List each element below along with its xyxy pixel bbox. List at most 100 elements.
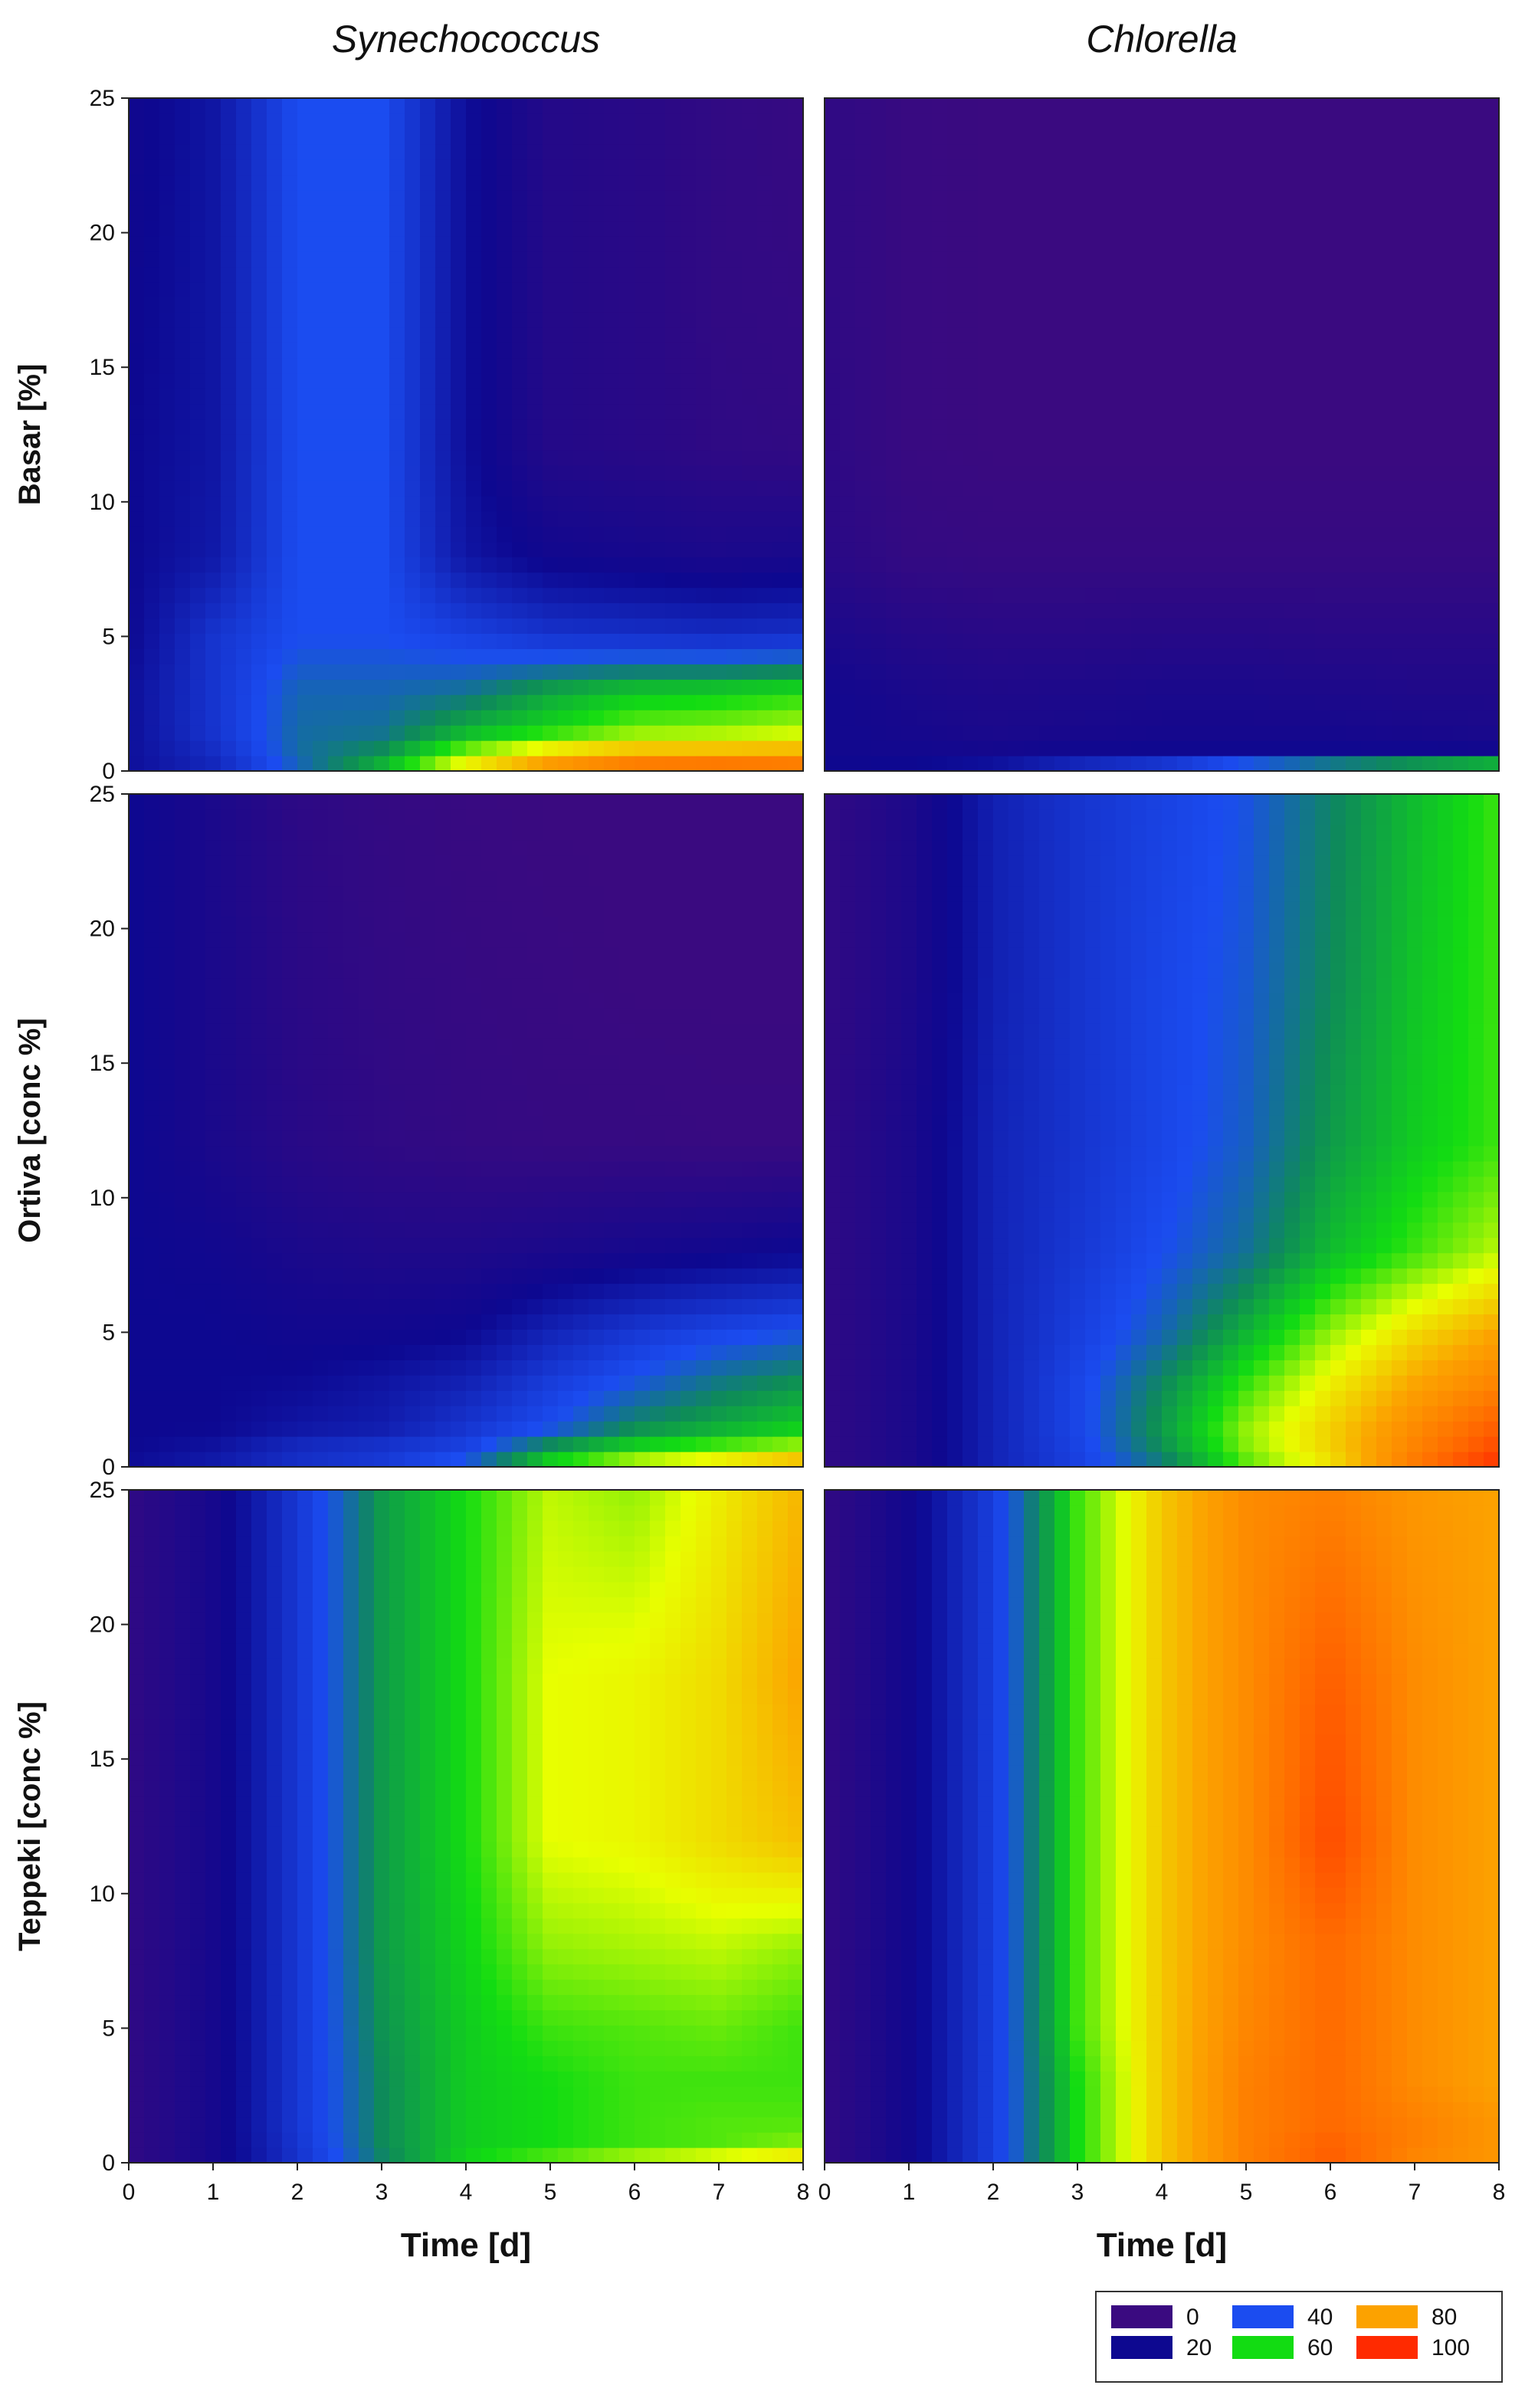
heatmap-cell: [993, 174, 1009, 191]
heatmap-cell: [466, 404, 482, 420]
heatmap-cell: [451, 1038, 467, 1055]
heatmap-cell: [435, 1038, 451, 1055]
heatmap-cell: [1361, 251, 1377, 267]
heatmap-cell: [696, 327, 712, 343]
heatmap-cell: [1162, 587, 1178, 604]
heatmap-cell: [175, 855, 191, 871]
heatmap-cell: [328, 435, 344, 451]
heatmap-cell: [190, 710, 206, 726]
heatmap-cell: [1468, 464, 1484, 481]
heatmap-cell: [1177, 648, 1193, 664]
heatmap-cell: [619, 464, 635, 481]
heatmap-cell: [297, 1038, 313, 1055]
heatmap-cell: [1254, 602, 1270, 619]
heatmap-cell: [650, 679, 666, 695]
heatmap-cell: [1162, 449, 1178, 466]
heatmap-cell: [251, 312, 267, 328]
heatmap-cell: [1468, 143, 1484, 160]
heatmap-cell: [1054, 281, 1071, 297]
heatmap-cell: [451, 1008, 467, 1024]
heatmap-cell: [1223, 358, 1239, 374]
heatmap-cell: [420, 870, 436, 887]
heatmap-cell: [1177, 556, 1193, 573]
heatmap-cell: [650, 449, 666, 466]
heatmap-cell: [1100, 526, 1117, 543]
heatmap-cell: [144, 1023, 160, 1039]
heatmap-cell: [650, 128, 666, 145]
heatmap-cell: [757, 419, 773, 435]
heatmap-cell: [1070, 327, 1086, 343]
heatmap-cell: [1300, 373, 1316, 389]
heatmap-cell: [1315, 251, 1331, 267]
heatmap-cell: [1192, 297, 1209, 313]
heatmap-cell: [1177, 756, 1193, 772]
heatmap-cell: [144, 694, 160, 710]
heatmap-cell: [267, 901, 283, 917]
heatmap-cell: [405, 435, 421, 451]
heatmap-cell: [205, 1344, 221, 1360]
heatmap-cell: [635, 449, 651, 466]
heatmap-cell: [1192, 725, 1209, 741]
heatmap-cell: [190, 1344, 206, 1360]
heatmap-cell: [757, 404, 773, 420]
heatmap-cell: [1468, 389, 1484, 405]
heatmap-cell: [159, 694, 175, 710]
heatmap-cell: [451, 189, 467, 206]
heatmap-cell: [159, 1298, 175, 1315]
heatmap-cell: [405, 694, 421, 710]
heatmap-cell: [1392, 602, 1408, 619]
heatmap-cell: [825, 297, 841, 313]
heatmap-cell: [190, 464, 206, 481]
heatmap-cell: [1116, 220, 1132, 237]
heatmap-cell: [267, 756, 283, 772]
heatmap-cell: [1192, 159, 1209, 176]
heatmap-cell: [917, 572, 933, 589]
heatmap-cell: [129, 946, 145, 963]
heatmap-cell: [451, 870, 467, 887]
heatmap-cell: [1085, 113, 1101, 130]
heatmap-cell: [604, 587, 620, 604]
heatmap-cell: [1269, 449, 1285, 466]
heatmap-cell: [1453, 526, 1469, 543]
heatmap-cell: [650, 205, 666, 221]
heatmap-cell: [1238, 587, 1254, 604]
heatmap-cell: [175, 572, 191, 589]
heatmap-cell: [1361, 740, 1377, 756]
heatmap-cell: [328, 98, 344, 114]
heatmap-cell: [1100, 404, 1117, 420]
heatmap-cell: [236, 159, 252, 176]
heatmap-cell: [481, 297, 497, 313]
heatmap-cell: [1407, 389, 1423, 405]
heatmap-cell: [871, 281, 887, 297]
heatmap-cell: [512, 526, 528, 543]
heatmap-cell: [527, 679, 543, 695]
heatmap-cell: [711, 694, 727, 710]
heatmap-cell: [1315, 510, 1331, 527]
heatmap-cell: [573, 587, 589, 604]
heatmap-cell: [665, 358, 681, 374]
heatmap-cell: [855, 648, 871, 664]
heatmap-cell: [1422, 664, 1438, 680]
heatmap-cell: [947, 266, 963, 283]
heatmap-cell: [236, 404, 252, 420]
heatmap-cell: [1407, 710, 1423, 726]
heatmap-cell: [282, 1145, 298, 1162]
heatmap-cell: [129, 1314, 145, 1330]
heatmap-cell: [1438, 602, 1454, 619]
heatmap-cell: [190, 220, 206, 237]
heatmap-cell: [405, 824, 421, 841]
heatmap-cell: [328, 143, 344, 160]
heatmap-cell: [993, 556, 1009, 573]
heatmap-cell: [175, 297, 191, 313]
heatmap-cell: [681, 419, 697, 435]
heatmap-cell: [1054, 404, 1071, 420]
heatmap-cell: [1315, 297, 1331, 313]
heatmap-cell: [1177, 98, 1193, 114]
heatmap-cell: [635, 526, 651, 543]
heatmap-cell: [129, 1115, 145, 1131]
heatmap-cell: [282, 633, 298, 649]
heatmap-cell: [1177, 587, 1193, 604]
heatmap-cell: [481, 756, 497, 772]
heatmap-cell: [1223, 266, 1239, 283]
heatmap-cell: [374, 648, 390, 664]
